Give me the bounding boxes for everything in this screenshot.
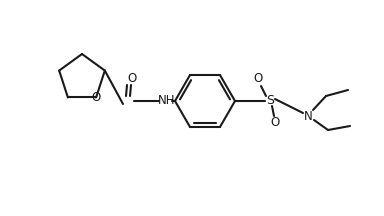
Text: N: N xyxy=(304,110,312,122)
Text: O: O xyxy=(127,71,137,84)
Text: O: O xyxy=(270,116,280,130)
Text: O: O xyxy=(91,91,101,104)
Text: O: O xyxy=(253,73,263,86)
Text: NH: NH xyxy=(158,95,176,108)
Text: S: S xyxy=(266,95,274,108)
